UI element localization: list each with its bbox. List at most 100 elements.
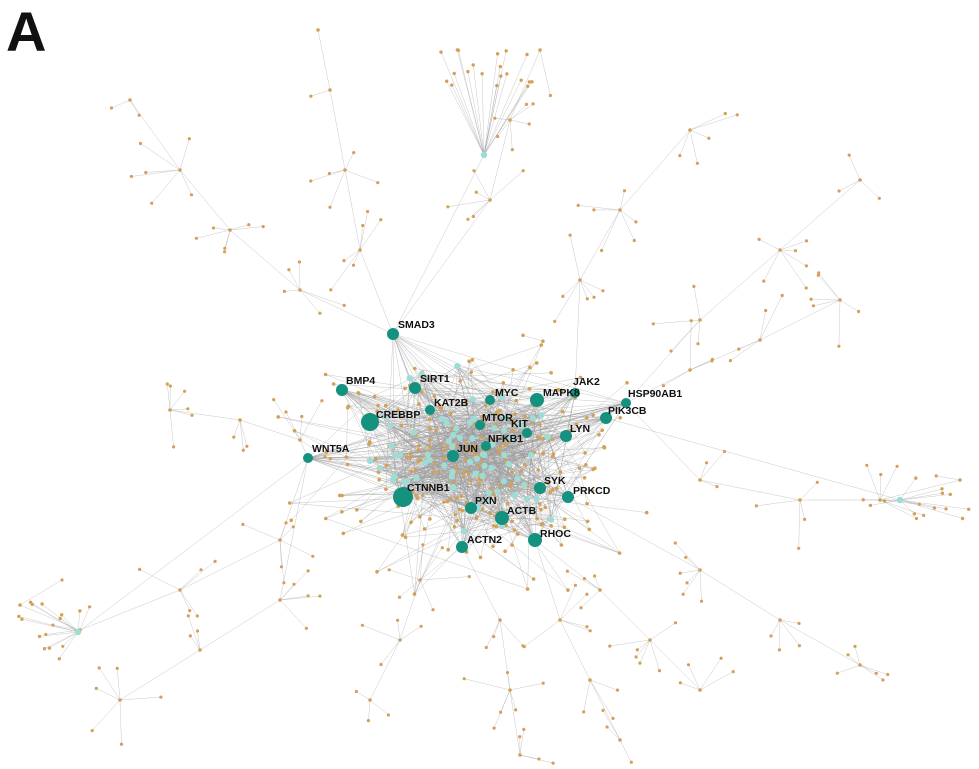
peripheral-node xyxy=(514,708,518,712)
peripheral-node xyxy=(183,389,187,393)
peripheral-node xyxy=(278,538,282,542)
edge xyxy=(111,99,131,109)
peripheral-node xyxy=(404,455,409,460)
peripheral-node xyxy=(634,220,638,224)
hub-label-ctnnb1: CTNNB1 xyxy=(407,482,450,494)
peripheral-node xyxy=(553,319,557,323)
peripheral-node xyxy=(673,541,677,545)
hub-node-ctnnb1 xyxy=(393,487,413,507)
secondary-node xyxy=(505,460,512,467)
peripheral-node xyxy=(559,543,564,547)
secondary-node xyxy=(521,481,528,489)
peripheral-node xyxy=(598,588,602,592)
peripheral-node xyxy=(541,681,545,685)
secondary-node xyxy=(450,431,457,439)
peripheral-node xyxy=(582,710,586,714)
edge xyxy=(471,449,593,492)
edge xyxy=(239,419,248,447)
peripheral-node xyxy=(510,148,514,152)
edge xyxy=(579,279,595,298)
peripheral-node xyxy=(311,554,315,558)
peripheral-node xyxy=(366,209,370,214)
peripheral-node xyxy=(477,464,482,469)
edge xyxy=(400,416,474,420)
peripheral-node xyxy=(434,428,438,433)
peripheral-node xyxy=(61,644,65,648)
peripheral-node xyxy=(232,435,236,439)
edge xyxy=(509,689,521,756)
peripheral-node xyxy=(345,406,350,410)
edge xyxy=(369,400,517,445)
peripheral-node xyxy=(466,217,470,221)
peripheral-node xyxy=(634,655,638,659)
peripheral-node xyxy=(591,467,595,472)
peripheral-node xyxy=(611,716,615,721)
peripheral-node xyxy=(327,171,331,176)
peripheral-node xyxy=(477,481,482,486)
peripheral-node xyxy=(469,370,474,375)
secondary-node xyxy=(490,424,498,432)
peripheral-node xyxy=(865,463,869,467)
edge xyxy=(870,499,901,506)
edge-layer xyxy=(18,29,969,764)
edge xyxy=(579,279,588,299)
edge xyxy=(866,465,881,501)
edge xyxy=(457,365,627,404)
peripheral-node xyxy=(118,698,122,702)
secondary-node xyxy=(483,497,490,505)
hub-label-prkcd: PRKCD xyxy=(573,485,611,497)
edge xyxy=(675,542,701,571)
edge xyxy=(461,525,502,548)
edge xyxy=(399,378,411,495)
peripheral-node xyxy=(777,648,782,652)
peripheral-node xyxy=(673,621,678,625)
edge xyxy=(461,430,525,548)
peripheral-node xyxy=(17,614,21,619)
peripheral-node xyxy=(40,602,44,606)
secondary-node xyxy=(441,462,448,469)
peripheral-node xyxy=(698,478,702,482)
peripheral-node xyxy=(457,507,462,512)
peripheral-node xyxy=(914,476,918,480)
edge xyxy=(472,418,506,439)
edge xyxy=(625,319,701,404)
edge xyxy=(559,585,576,621)
peripheral-node xyxy=(698,688,702,692)
peripheral-node xyxy=(323,372,328,377)
edge xyxy=(489,170,524,201)
edge xyxy=(325,374,495,442)
peripheral-node xyxy=(432,394,437,399)
peripheral-node xyxy=(710,357,715,361)
peripheral-node xyxy=(419,624,423,628)
peripheral-node xyxy=(403,535,408,539)
hub-node-bmp4 xyxy=(336,384,348,396)
edge xyxy=(699,451,725,481)
secondary-node xyxy=(896,496,904,504)
edge xyxy=(359,219,382,251)
peripheral-node xyxy=(42,647,47,651)
peripheral-node xyxy=(488,198,492,202)
edge xyxy=(476,429,603,519)
edge xyxy=(461,546,501,621)
peripheral-node xyxy=(858,663,862,667)
edge xyxy=(619,209,637,223)
peripheral-node xyxy=(837,189,841,193)
edge xyxy=(419,579,434,610)
peripheral-node xyxy=(428,445,432,449)
peripheral-node xyxy=(324,450,329,454)
peripheral-node xyxy=(525,52,529,57)
edge xyxy=(299,289,345,306)
peripheral-node xyxy=(504,442,509,447)
peripheral-node xyxy=(30,602,34,606)
edge xyxy=(779,240,807,251)
edge xyxy=(509,689,516,710)
edge xyxy=(279,539,313,557)
secondary-node xyxy=(533,495,540,502)
peripheral-node xyxy=(731,670,735,674)
edge xyxy=(699,479,718,487)
edge xyxy=(639,639,651,664)
peripheral-node xyxy=(452,479,456,484)
peripheral-node xyxy=(857,309,861,314)
edge xyxy=(838,179,861,192)
